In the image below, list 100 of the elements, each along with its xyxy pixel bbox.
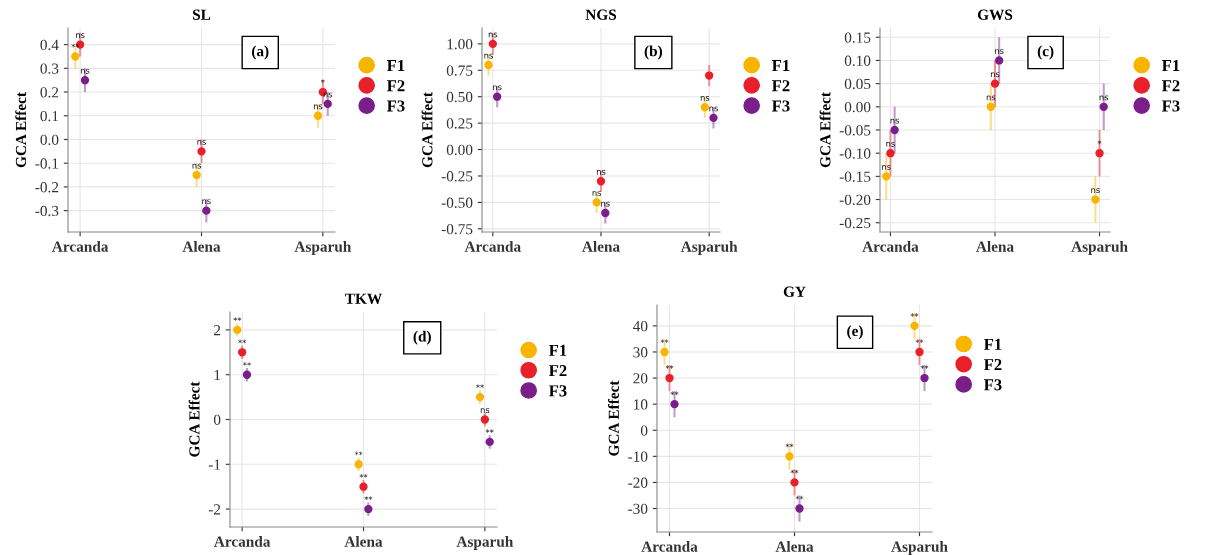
legend-label: F1 <box>983 338 1002 350</box>
y-tick-label: -30 <box>628 503 648 514</box>
y-tick-label: 0.0 <box>40 134 59 146</box>
annotation: ns <box>890 118 900 124</box>
annotation: ns <box>601 201 610 207</box>
annotation: ns <box>886 141 895 147</box>
y-tick-label: -0.50 <box>441 197 473 208</box>
legend-label: F3 <box>548 385 567 397</box>
x-tick-label: Arcanda <box>464 241 521 252</box>
annotation: ns <box>990 72 1000 78</box>
annotation: ns <box>488 32 498 38</box>
annotation: ns <box>1099 95 1109 101</box>
y-tick-label: -0.3 <box>35 205 59 217</box>
y-tick-label: -0.10 <box>839 148 871 159</box>
annotation: ** <box>665 365 674 370</box>
legend-label: F1 <box>548 344 567 356</box>
legend-label: F1 <box>1161 59 1180 71</box>
chart-title: GWS <box>977 9 1013 20</box>
annotation: ns <box>76 33 85 39</box>
annotation: ns <box>480 408 490 414</box>
annotation: ns <box>197 140 206 145</box>
y-tick-label: 0 <box>213 414 221 425</box>
x-tick-label: Arcanda <box>213 536 271 547</box>
y-axis-title: GCA Effect <box>188 381 200 457</box>
x-tick-label: Alena <box>344 536 383 547</box>
legend-label: F2 <box>548 365 567 377</box>
y-tick-label: -0.2 <box>35 182 59 193</box>
annotation: ** <box>670 391 679 396</box>
annotation: (b) <box>644 45 663 60</box>
y-tick-label: 40 <box>632 321 648 332</box>
y-tick-label: 0.05 <box>844 78 871 90</box>
y-tick-label: 0.50 <box>446 91 473 103</box>
annotation: ns <box>202 199 211 205</box>
x-tick-label: Alena <box>582 241 620 252</box>
y-tick-label: 0.15 <box>844 32 871 43</box>
y-tick-label: -0.20 <box>839 194 871 206</box>
y-tick-label: -0.05 <box>839 125 871 136</box>
annotation: ns <box>995 49 1004 54</box>
annotation: ** <box>660 339 669 343</box>
y-tick-label: -10 <box>628 451 648 462</box>
annotation: ns <box>493 85 502 91</box>
annotation: ** <box>920 365 929 370</box>
legend-label: F3 <box>1161 100 1180 112</box>
annotation: ns <box>484 53 493 59</box>
legend-label: F2 <box>983 359 1002 371</box>
annotation: ns <box>192 163 202 169</box>
annotation: ** <box>485 429 494 433</box>
y-tick-label: -0.75 <box>441 223 473 235</box>
annotation: ** <box>476 384 484 389</box>
y-axis-title: GCA Effect <box>608 380 619 456</box>
annotation: ** <box>364 496 373 501</box>
y-axis-title: GCA Effect <box>421 92 433 168</box>
annotation: (e) <box>847 325 863 340</box>
y-tick-label: -1 <box>208 459 221 470</box>
y-tick-label: -20 <box>628 477 648 488</box>
y-tick-label: 20 <box>633 373 648 384</box>
annotation: ns <box>986 95 996 101</box>
x-tick-label: Arcanda <box>862 241 919 252</box>
y-tick-label: 1.00 <box>447 39 473 50</box>
annotation: ns <box>1091 188 1100 194</box>
y-tick-label: 1 <box>214 369 221 381</box>
legend-label: F2 <box>386 80 405 92</box>
y-tick-label: -0.25 <box>839 217 871 229</box>
chart-title: SL <box>192 9 211 20</box>
annotation: * <box>1097 140 1102 145</box>
x-tick-label: Asparuh <box>680 241 738 255</box>
y-tick-label: 0.1 <box>40 110 59 122</box>
annotation: ** <box>243 361 251 366</box>
y-tick-label: 0.75 <box>446 65 473 76</box>
legend-label: F1 <box>771 59 790 71</box>
annotation: ns <box>80 68 90 74</box>
x-tick-label: Asparuh <box>891 541 948 555</box>
y-tick-label: 10 <box>634 399 648 410</box>
y-tick-label: 0 <box>640 425 648 436</box>
annotation: (a) <box>252 45 269 60</box>
legend-label: F2 <box>771 80 790 92</box>
y-tick-label: -0.25 <box>441 171 473 182</box>
annotation: ** <box>238 339 247 344</box>
annotation: ns <box>596 170 606 175</box>
annotation: ** <box>354 451 363 456</box>
legend-label: F1 <box>386 59 405 71</box>
y-tick-label: 0.00 <box>446 144 473 156</box>
y-tick-label: -0.15 <box>839 171 871 182</box>
annotation: ns <box>592 191 602 196</box>
annotation: ns <box>323 92 333 98</box>
annotation: ** <box>795 495 804 500</box>
annotation: ns <box>882 165 891 170</box>
y-tick-label: 0.10 <box>844 55 871 66</box>
y-tick-label: -2 <box>208 504 221 515</box>
y-tick-label: -0.1 <box>35 158 59 169</box>
x-tick-label: Asparuh <box>456 536 514 550</box>
annotation: ** <box>785 443 794 448</box>
annotation: ** <box>233 317 242 321</box>
annotation: ns <box>709 106 718 112</box>
y-tick-label: 0.25 <box>446 118 473 129</box>
chart-title: GY <box>783 286 806 297</box>
x-tick-label: Asparuh <box>1071 241 1128 255</box>
legend-label: F3 <box>983 379 1002 391</box>
annotation: ns <box>313 104 323 110</box>
y-axis-title: GCA Effect <box>15 92 27 168</box>
